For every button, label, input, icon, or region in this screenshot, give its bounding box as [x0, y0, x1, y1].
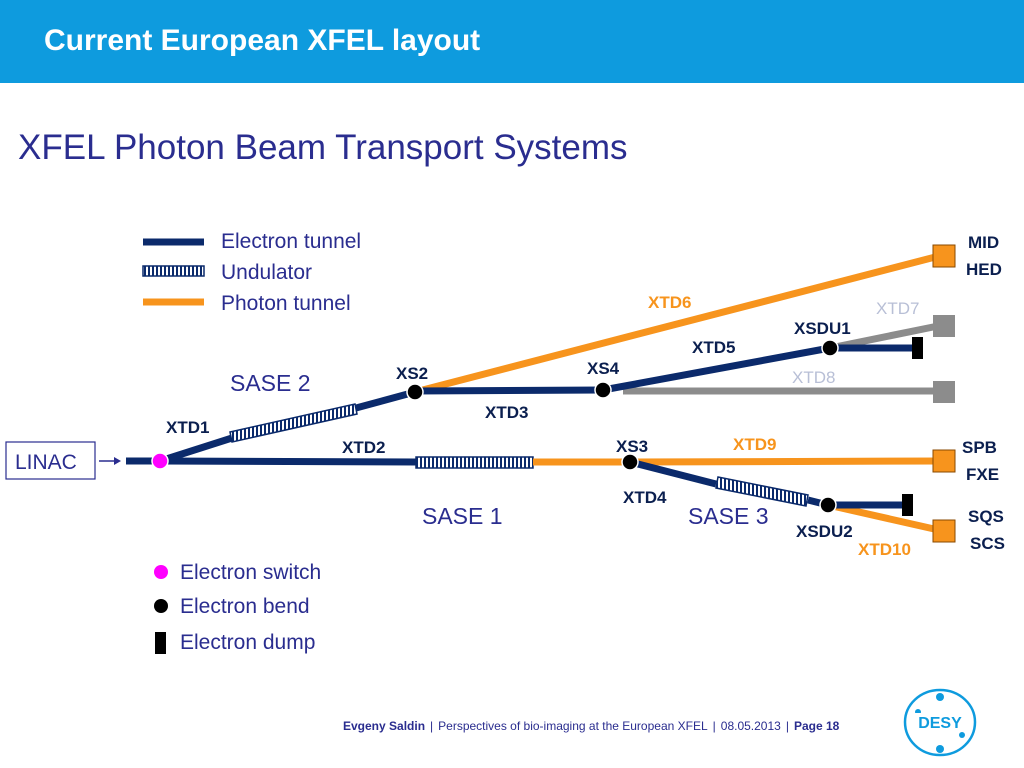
footer-separator: |	[785, 719, 789, 733]
xtd6-label: XTD6	[648, 293, 691, 312]
xsdu2-label: XSDU2	[796, 522, 853, 541]
sase3-undulator	[715, 476, 809, 507]
spb-label: SPB	[962, 438, 997, 457]
sase1-label: SASE 1	[422, 503, 503, 529]
sqs-scs-station	[932, 519, 956, 543]
mid-hed-station	[932, 244, 956, 268]
legend-electron-dump-label: Electron dump	[180, 631, 316, 654]
desy-logo-band	[915, 713, 965, 731]
xtd4-electron-line	[629, 458, 717, 488]
xtd3-electron-line	[414, 386, 604, 395]
xs4-bend	[594, 381, 612, 399]
desy-logo: DESY	[903, 688, 977, 757]
fxe-label: FXE	[966, 465, 999, 484]
sase3-label: SASE 3	[688, 503, 769, 529]
footer-talk-title: Perspectives of bio-imaging at the Europ…	[438, 719, 708, 733]
legend-electron-bend-label: Electron bend	[180, 595, 310, 618]
sase2-undulator	[229, 403, 358, 443]
scs-label: SCS	[970, 534, 1005, 553]
xtd8-label: XTD8	[792, 368, 835, 387]
legend-undulator-swatch	[142, 265, 205, 277]
sase2-electron-exit-line	[355, 388, 416, 412]
linac-label: LINAC	[15, 451, 77, 474]
legend-electron-tunnel-label: Electron tunnel	[221, 230, 362, 253]
xtd8-station	[933, 381, 955, 403]
xsdu1-label: XSDU1	[794, 319, 851, 338]
xtd7-station	[933, 315, 955, 337]
xsdu2-bend	[819, 496, 837, 514]
desy-logo-ring	[903, 688, 977, 757]
xtd7-label: XTD7	[876, 299, 919, 318]
xtd2-label: XTD2	[342, 438, 385, 457]
spb-fxe-station	[932, 449, 956, 473]
xs4-label: XS4	[587, 359, 620, 378]
legend-undulator-label: Undulator	[221, 261, 313, 284]
xtd6-photon-line	[414, 251, 944, 396]
footer-page-number: Page 18	[793, 719, 840, 733]
slide-subtitle: XFEL Photon Beam Transport Systems	[18, 128, 628, 167]
legend-electron-switch-label: Electron switch	[180, 561, 322, 584]
xs2-bend	[406, 383, 424, 401]
desy-logo-dot-top	[936, 693, 944, 701]
xtd4-label: XTD4	[623, 488, 667, 507]
xtd3-label: XTD3	[485, 403, 528, 422]
xs3-label: XS3	[616, 437, 648, 456]
xtd1-label: XTD1	[166, 418, 209, 437]
xsdu2-dump	[902, 494, 913, 516]
desy-logo-dot-right	[959, 732, 965, 738]
footer-date: 08.05.2013	[720, 719, 781, 733]
page-title: Current European XFEL layout	[44, 24, 481, 57]
mid-label: MID	[968, 233, 999, 252]
footer: Evgeny Saldin | Perspectives of bio-imagin…	[343, 719, 839, 733]
electron-switch-marker	[151, 452, 169, 470]
xsdu1-bend	[821, 339, 839, 357]
xtd1-electron-line	[158, 434, 234, 465]
xsdu1-dump	[912, 337, 923, 359]
xtd7-future-line	[829, 321, 944, 352]
linac-arrow-head	[114, 457, 121, 465]
footer-separator: |	[430, 719, 434, 733]
xtd5-label: XTD5	[692, 338, 735, 357]
xtd9-photon-line	[629, 457, 944, 466]
desy-logo-dot-bottom	[936, 745, 944, 753]
legend-photon-tunnel-label: Photon tunnel	[221, 292, 351, 315]
footer-author: Evgeny Saldin	[343, 719, 426, 733]
sqs-label: SQS	[968, 507, 1004, 526]
xtd5-electron-line	[602, 344, 831, 394]
linac-box	[5, 441, 96, 480]
sase2-label: SASE 2	[230, 370, 311, 396]
legend-electron-switch-symbol	[154, 565, 168, 579]
legend-electron-bend-symbol	[154, 599, 168, 613]
sase1-undulator	[415, 456, 534, 469]
xtd2-electron-line	[159, 457, 417, 466]
xtd10-photon-line	[827, 501, 944, 535]
xtd10-label: XTD10	[858, 540, 911, 559]
xtd9-label: XTD9	[733, 435, 776, 454]
hed-label: HED	[966, 260, 1002, 279]
header-bar: Current European XFEL layout	[0, 0, 1024, 83]
desy-logo-text: DESY	[918, 715, 962, 732]
legend-electron-dump-symbol	[155, 632, 166, 654]
xs3-bend	[621, 453, 639, 471]
xs2-label: XS2	[396, 364, 428, 383]
footer-separator: |	[712, 719, 716, 733]
